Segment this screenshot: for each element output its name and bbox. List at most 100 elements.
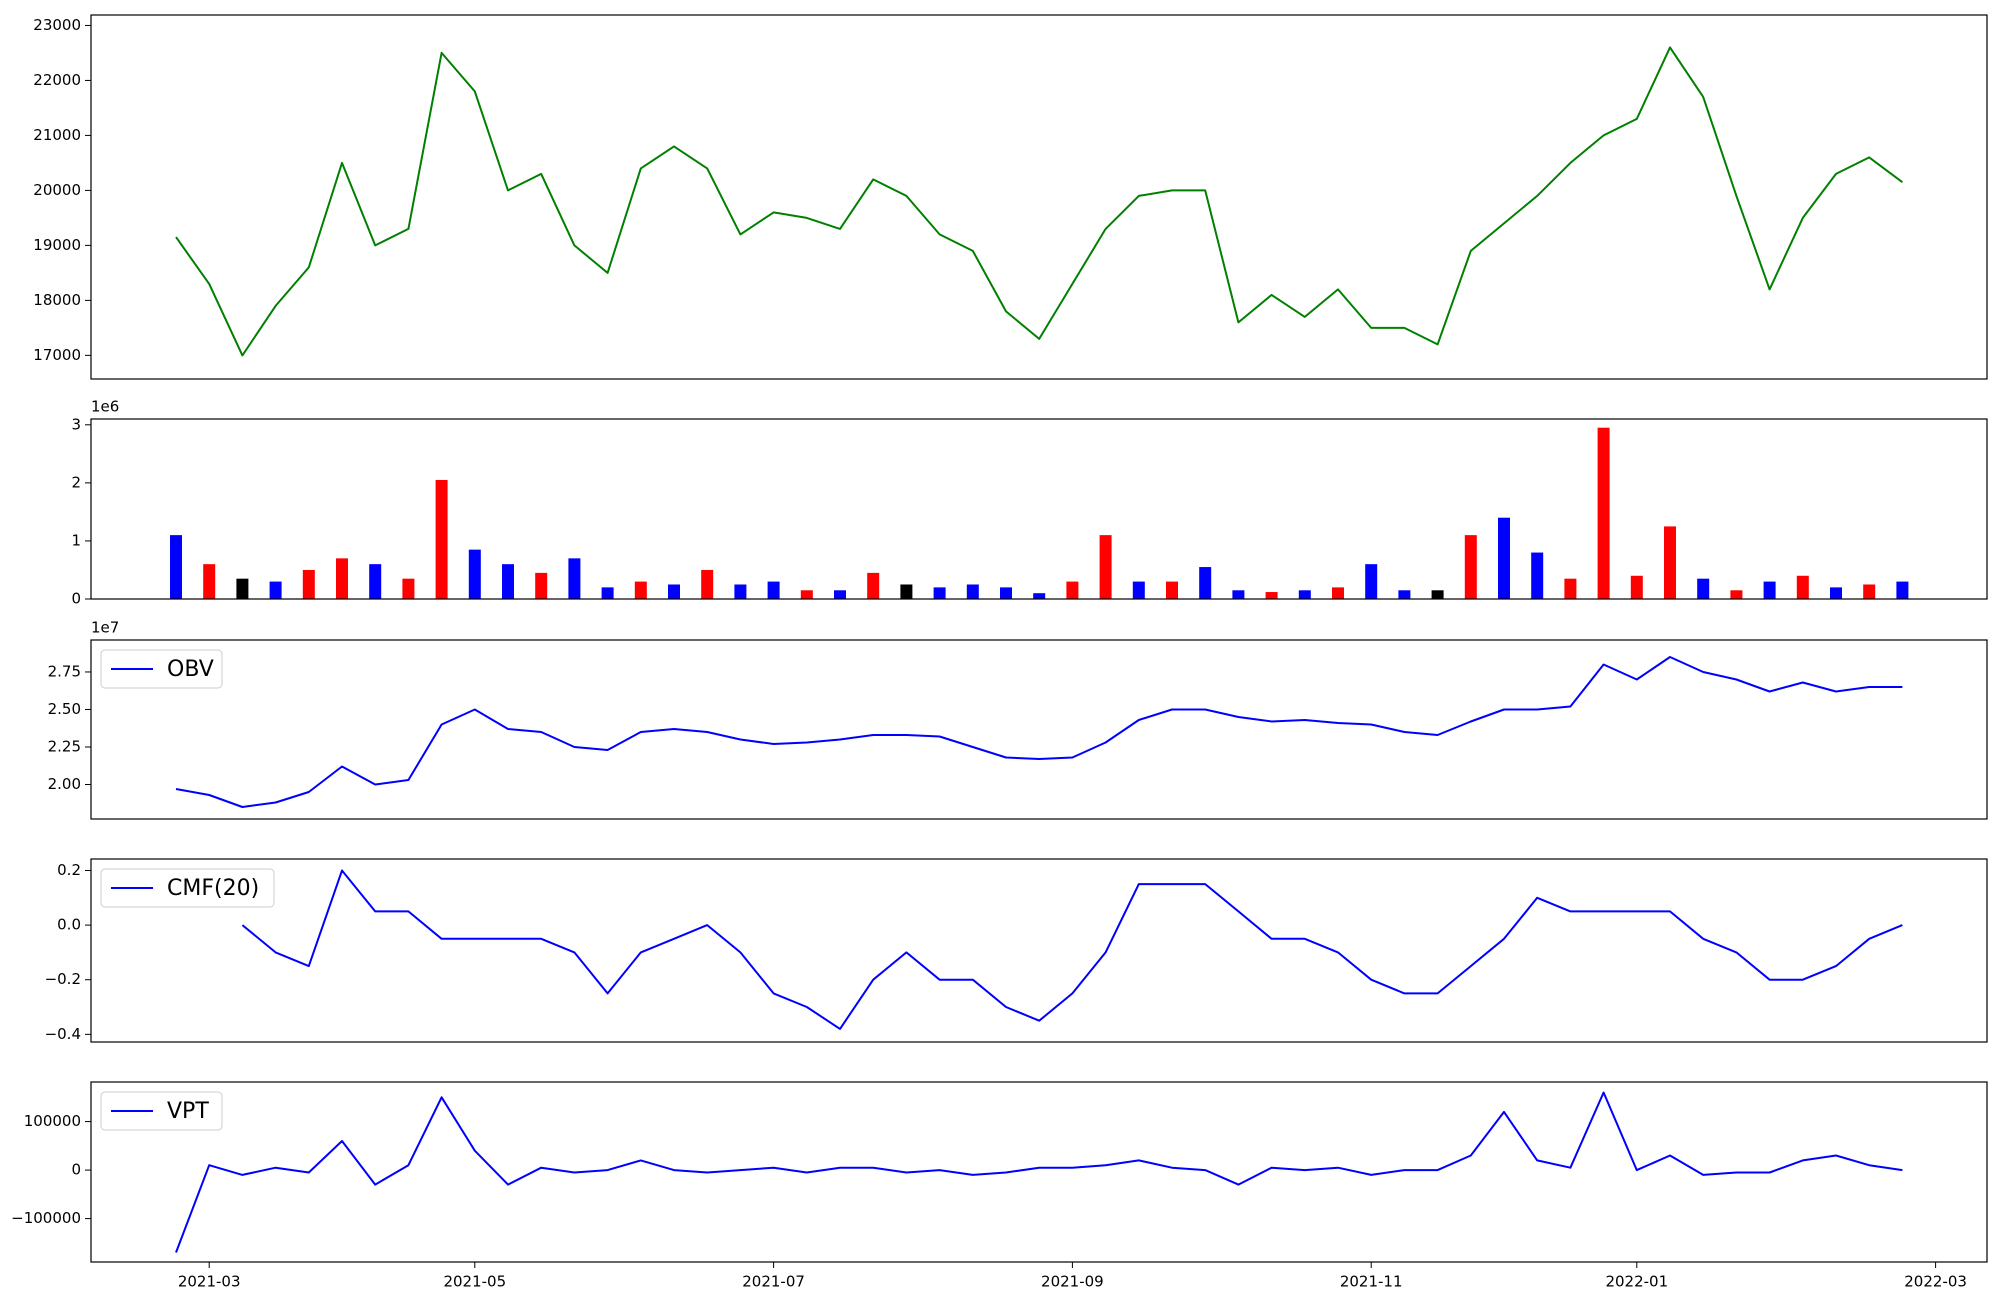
volume-bar bbox=[1132, 581, 1145, 599]
panel: 2.00 2.25 2.50 2.75 1e7 OBV bbox=[48, 619, 1988, 820]
y-tick-label: 1 bbox=[71, 531, 81, 549]
volume-bar bbox=[1099, 535, 1112, 599]
volume-bar bbox=[933, 587, 946, 599]
y-tick-label: 17000 bbox=[33, 346, 81, 364]
volume-bar bbox=[435, 479, 448, 599]
volume-bar bbox=[1298, 590, 1311, 599]
volume-bar bbox=[535, 572, 548, 599]
volume-bar bbox=[1863, 584, 1876, 599]
volume-bar bbox=[734, 584, 747, 599]
volume-bar bbox=[336, 558, 348, 599]
y-tick-label: 2.00 bbox=[48, 775, 81, 793]
legend-label: OBV bbox=[167, 657, 214, 682]
panel: 0 1 2 3 1e6 bbox=[71, 398, 1988, 608]
y-tick-label: −0.4 bbox=[45, 1025, 81, 1043]
volume-bar bbox=[1199, 567, 1212, 599]
volume-bar bbox=[203, 564, 216, 599]
volume-bar bbox=[236, 578, 249, 599]
volume-bar bbox=[701, 569, 714, 599]
volume-bar bbox=[1830, 587, 1842, 599]
axes-frame bbox=[90, 14, 1988, 380]
legend-box bbox=[100, 868, 275, 908]
volume-bar bbox=[269, 581, 282, 599]
volume-bar bbox=[1697, 578, 1710, 599]
x-tick-label: 2021-07 bbox=[742, 1273, 805, 1291]
x-tick-label: 2022-01 bbox=[1605, 1273, 1668, 1291]
legend-label: VPT bbox=[167, 1099, 209, 1124]
panel: −100000 0 100000 VPT 2021-03 2021-05 2021-07 20… bbox=[11, 1081, 1988, 1291]
y-tick-label: −0.2 bbox=[45, 970, 81, 988]
volume-bar bbox=[1498, 517, 1510, 599]
legend-label: CMF(20) bbox=[167, 876, 259, 901]
x-tick-label: 2021-09 bbox=[1041, 1273, 1104, 1291]
legend: OBV bbox=[100, 649, 223, 689]
volume-bar bbox=[1033, 593, 1046, 599]
panel: 17000 18000 19000 20000 21000 22000 23000 bbox=[33, 14, 1988, 380]
x-tick-label: 2021-03 bbox=[178, 1273, 241, 1291]
legend: VPT bbox=[100, 1091, 223, 1131]
volume-bar bbox=[1896, 581, 1909, 599]
volume-bar bbox=[1763, 581, 1776, 599]
y-tick-label: 21000 bbox=[33, 126, 81, 144]
volume-bar bbox=[170, 535, 182, 599]
volume-bar bbox=[1630, 575, 1643, 599]
axes-frame bbox=[90, 418, 1988, 600]
axes-frame bbox=[90, 1081, 1988, 1263]
volume-bar bbox=[767, 581, 780, 599]
y-tick-label: 22000 bbox=[33, 71, 81, 89]
y-tick-label: 2 bbox=[71, 473, 81, 491]
series-line bbox=[175, 46, 1903, 357]
panel: −0.4 −0.2 0.0 0.2 CMF(20) bbox=[45, 858, 1988, 1043]
y-tick-label: −100000 bbox=[11, 1209, 81, 1227]
series-line bbox=[175, 1091, 1903, 1253]
legend-box bbox=[100, 1091, 223, 1131]
y-tick-label: 3 bbox=[71, 415, 81, 433]
volume-bar bbox=[601, 587, 614, 599]
series-line bbox=[175, 656, 1903, 808]
offset-label: 1e7 bbox=[91, 619, 119, 637]
y-tick-label: 100000 bbox=[24, 1112, 81, 1130]
volume-bar bbox=[867, 572, 880, 599]
volume-bar bbox=[1796, 575, 1809, 599]
volume-bar bbox=[468, 549, 481, 599]
volume-bar bbox=[1000, 587, 1012, 599]
volume-bar bbox=[402, 578, 415, 599]
volume-bar bbox=[1398, 590, 1411, 599]
volume-bar bbox=[1664, 526, 1676, 599]
volume-bar bbox=[302, 569, 315, 599]
y-tick-label: 18000 bbox=[33, 291, 81, 309]
volume-bar bbox=[1464, 535, 1477, 599]
offset-label: 1e6 bbox=[91, 398, 119, 416]
volume-bar bbox=[369, 564, 382, 599]
y-tick-label: 23000 bbox=[33, 16, 81, 34]
volume-bar bbox=[1332, 587, 1344, 599]
volume-bar bbox=[900, 584, 913, 599]
volume-bar bbox=[1066, 581, 1079, 599]
volume-bar bbox=[800, 590, 813, 599]
y-tick-label: 0.0 bbox=[57, 916, 81, 934]
axes-frame bbox=[90, 639, 1988, 820]
y-tick-label: 19000 bbox=[33, 236, 81, 254]
series-line bbox=[241, 869, 1903, 1030]
y-tick-label: 2.50 bbox=[48, 700, 81, 718]
y-tick-label: 2.75 bbox=[48, 662, 81, 680]
volume-bar bbox=[966, 584, 979, 599]
legend-box bbox=[100, 649, 223, 689]
volume-bar bbox=[1365, 564, 1378, 599]
volume-bar bbox=[1564, 578, 1577, 599]
y-tick-label: 20000 bbox=[33, 181, 81, 199]
volume-bar bbox=[1597, 427, 1610, 599]
volume-bar bbox=[834, 590, 846, 599]
y-tick-label: 0.2 bbox=[57, 861, 81, 879]
x-tick-label: 2021-05 bbox=[443, 1273, 506, 1291]
volume-bar bbox=[1265, 592, 1278, 599]
y-tick-label: 0 bbox=[71, 590, 81, 608]
y-tick-label: 2.25 bbox=[48, 737, 81, 755]
volume-bar bbox=[502, 564, 514, 599]
axes-frame bbox=[90, 858, 1988, 1043]
x-tick-label: 2022-03 bbox=[1904, 1273, 1967, 1291]
volume-bar bbox=[1730, 590, 1743, 599]
volume-bar bbox=[634, 581, 647, 599]
